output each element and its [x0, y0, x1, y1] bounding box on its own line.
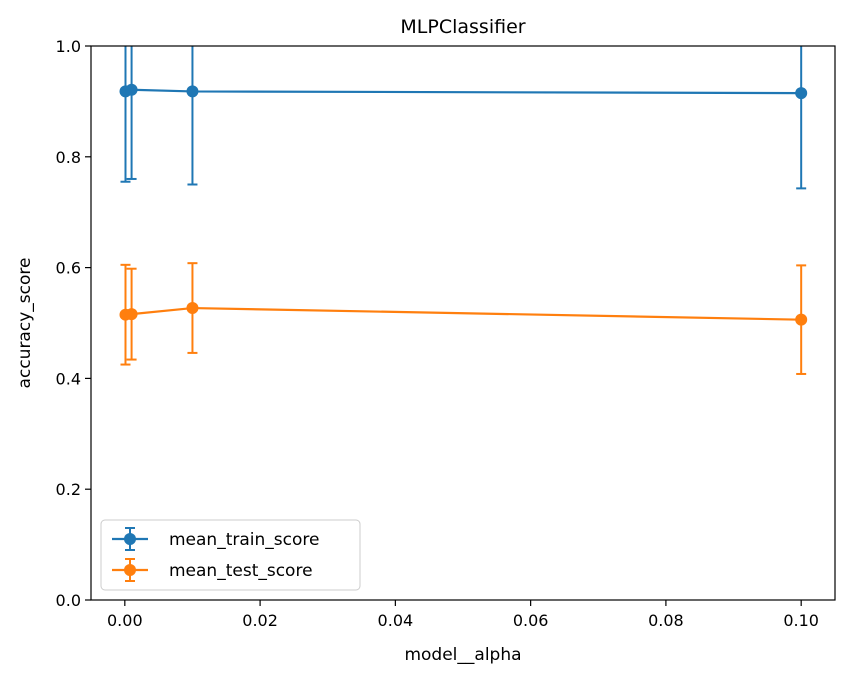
x-axis-label: model__alpha — [404, 645, 521, 665]
y-tick-label: 0.8 — [56, 148, 81, 167]
x-tick-label: 0.00 — [107, 611, 143, 630]
x-tick-label: 0.04 — [378, 611, 414, 630]
x-tick-label: 0.08 — [648, 611, 684, 630]
series-layer — [119, 46, 808, 375]
series-mean_test_score — [119, 262, 808, 375]
legend-marker — [124, 533, 136, 545]
data-point — [186, 302, 199, 315]
legend-marker — [124, 564, 136, 576]
series-clip-group — [119, 46, 808, 375]
data-point — [125, 83, 138, 96]
x-tick-label: 0.06 — [513, 611, 549, 630]
y-tick-label: 0.6 — [56, 259, 81, 278]
data-point — [186, 85, 199, 98]
y-tick-label: 1.0 — [56, 37, 81, 56]
y-tick-label: 0.2 — [56, 480, 81, 499]
chart-title: MLPClassifier — [400, 16, 525, 38]
series-mean_train_score — [119, 46, 808, 190]
legend: mean_train_score mean_test_score — [100, 519, 361, 591]
data-point — [125, 308, 138, 321]
plot-frame — [90, 45, 836, 601]
y-tick-label: 0.4 — [56, 369, 81, 388]
legend-box — [100, 519, 361, 591]
x-tick-label: 0.02 — [242, 611, 278, 630]
x-tick-label: 0.10 — [783, 611, 819, 630]
data-point — [795, 87, 808, 100]
legend-label: mean_test_score — [169, 561, 313, 581]
y-axis-label: accuracy_score — [15, 258, 35, 389]
data-point — [795, 313, 808, 326]
legend-label: mean_train_score — [169, 530, 319, 550]
ticks-layer: 0.00 0.02 0.04 0.06 0.08 0.10 0.0 0.2 0.4 0.6 0.8 1… — [56, 37, 819, 630]
y-tick-label: 0.0 — [56, 591, 81, 610]
